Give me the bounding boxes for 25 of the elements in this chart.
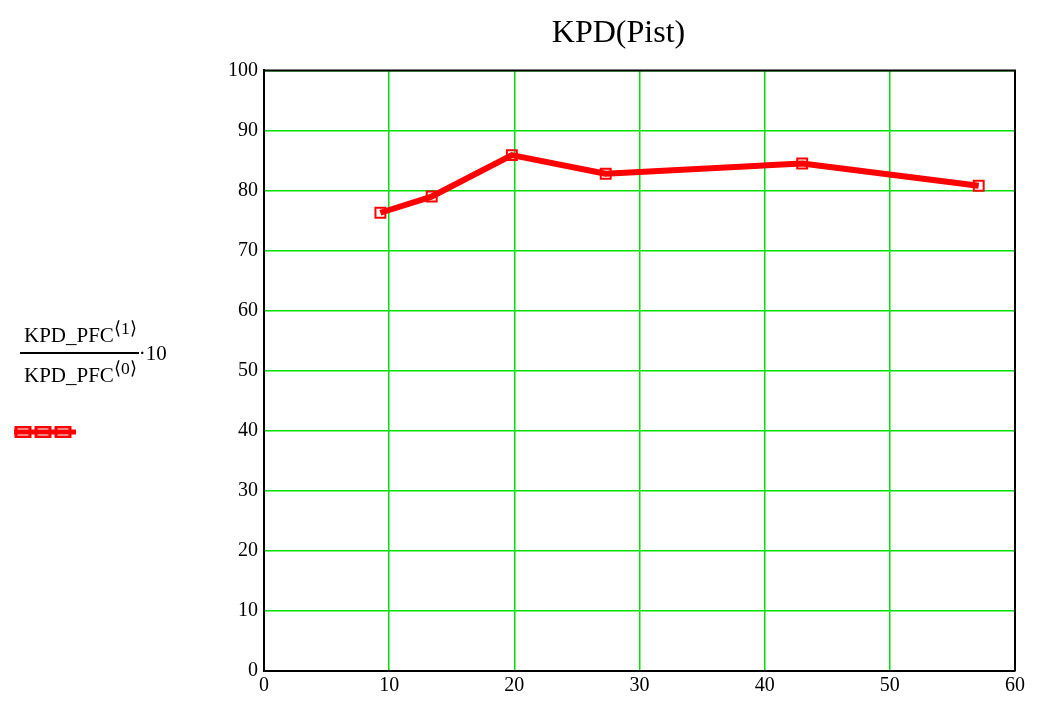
point [505,149,518,162]
chart-title: KPD(Pist) [551,12,686,49]
point [972,179,985,192]
point [796,157,809,170]
text: KPD_PFC$^{⟨1⟩}$ KPD_PFC$^{⟨0⟩}$·10 [24,318,167,387]
x-tick-label: 10 [379,673,400,696]
y-tick-label: 80 [238,177,258,200]
y-tick-label: 90 [238,117,258,140]
point [425,190,438,203]
point [374,206,387,219]
y-tick-label: 40 [238,418,258,441]
y-tick-label: 50 [238,357,258,380]
point [599,167,612,180]
x-tick-label: 20 [504,673,525,696]
y-tick-label: 100 [228,57,258,80]
x-tick-label: 40 [754,673,775,696]
y-tick-label: 0 [248,658,258,681]
x-tick-label: 60 [1005,673,1025,696]
x-tick-label: 30 [629,673,650,696]
y-tick-label: 70 [238,237,258,260]
y-tick-label: 60 [238,297,258,320]
x-tick-label: 50 [879,673,900,696]
y-tick-label: 30 [238,478,258,501]
y-tick-label: 20 [238,538,258,561]
y-tick-label: 10 [238,598,258,621]
